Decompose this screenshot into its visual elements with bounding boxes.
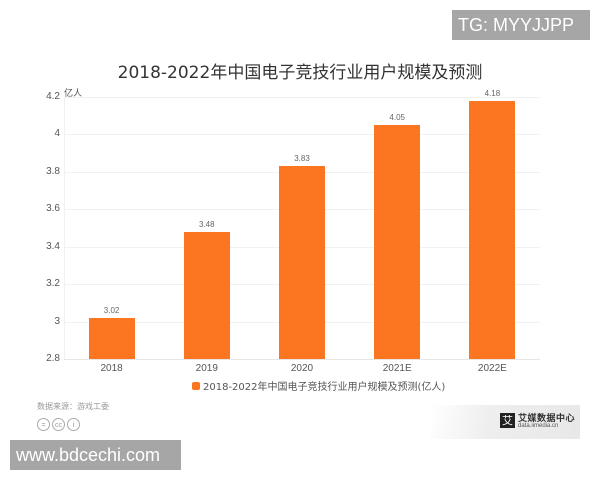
site-watermark: www.bdcechi.com — [10, 440, 181, 470]
gridline — [64, 134, 540, 136]
legend-swatch — [192, 381, 200, 390]
no-derivatives-icon: = — [37, 418, 50, 431]
bar-2020 — [279, 166, 325, 359]
x-axis-line — [64, 359, 540, 360]
x-tick-label: 2022E — [477, 363, 507, 374]
creative-commons-icon: cc — [52, 418, 65, 431]
x-tick-label: 2019 — [195, 363, 218, 374]
bar-2018 — [88, 317, 135, 359]
tg-watermark: TG: MYYJJPP — [452, 10, 590, 40]
license-icons: = cc i — [37, 418, 80, 431]
y-tick-label: 4.2 — [46, 91, 60, 102]
y-tick-label: 4 — [54, 128, 60, 140]
x-tick-label: 2020 — [290, 363, 314, 374]
x-tick-label: 2018 — [100, 363, 123, 374]
bar-value-label: 4.05 — [389, 113, 405, 123]
y-tick-label: 3 — [54, 315, 60, 327]
legend-label: 2018-2022年中国电子竞技行业用户规模及预测(亿人) — [203, 382, 446, 393]
brand-url: data.iimedia.cn — [518, 423, 559, 429]
iimedia-logo-icon: 艾 — [500, 413, 515, 428]
bar-value-label: 3.48 — [199, 219, 215, 229]
gridline — [64, 97, 540, 98]
bar-value-label: 3.83 — [294, 154, 310, 164]
y-tick-label: 3.8 — [46, 165, 60, 177]
y-tick-label: 3.4 — [46, 240, 60, 252]
y-axis-line — [64, 97, 65, 359]
attribution-icon: i — [67, 418, 80, 431]
bar-2022E — [469, 100, 516, 359]
x-tick-label: 2021E — [382, 363, 412, 374]
bar-2019 — [183, 231, 230, 359]
y-tick-label: 3.6 — [46, 203, 60, 215]
data-source: 数据来源：游戏工委 — [37, 402, 109, 411]
chart-legend: 2018-2022年中国电子竞技行业用户规模及预测(亿人) — [192, 378, 445, 393]
bar-value-label: 4.18 — [484, 88, 501, 98]
brand-name: 艾媒数据中心 — [518, 414, 576, 424]
y-axis-unit: 亿人 — [64, 89, 83, 99]
chart-title: 2018-2022年中国电子竞技行业用户规模及预测 — [117, 63, 483, 83]
bar-2021E — [374, 125, 421, 359]
bar-value-label: 3.02 — [103, 305, 120, 315]
y-tick-label: 3.2 — [46, 278, 60, 290]
iimedia-brand: 艾 艾媒数据中心 data.iimedia.cn — [430, 405, 580, 439]
y-tick-label: 2.8 — [46, 353, 60, 364]
